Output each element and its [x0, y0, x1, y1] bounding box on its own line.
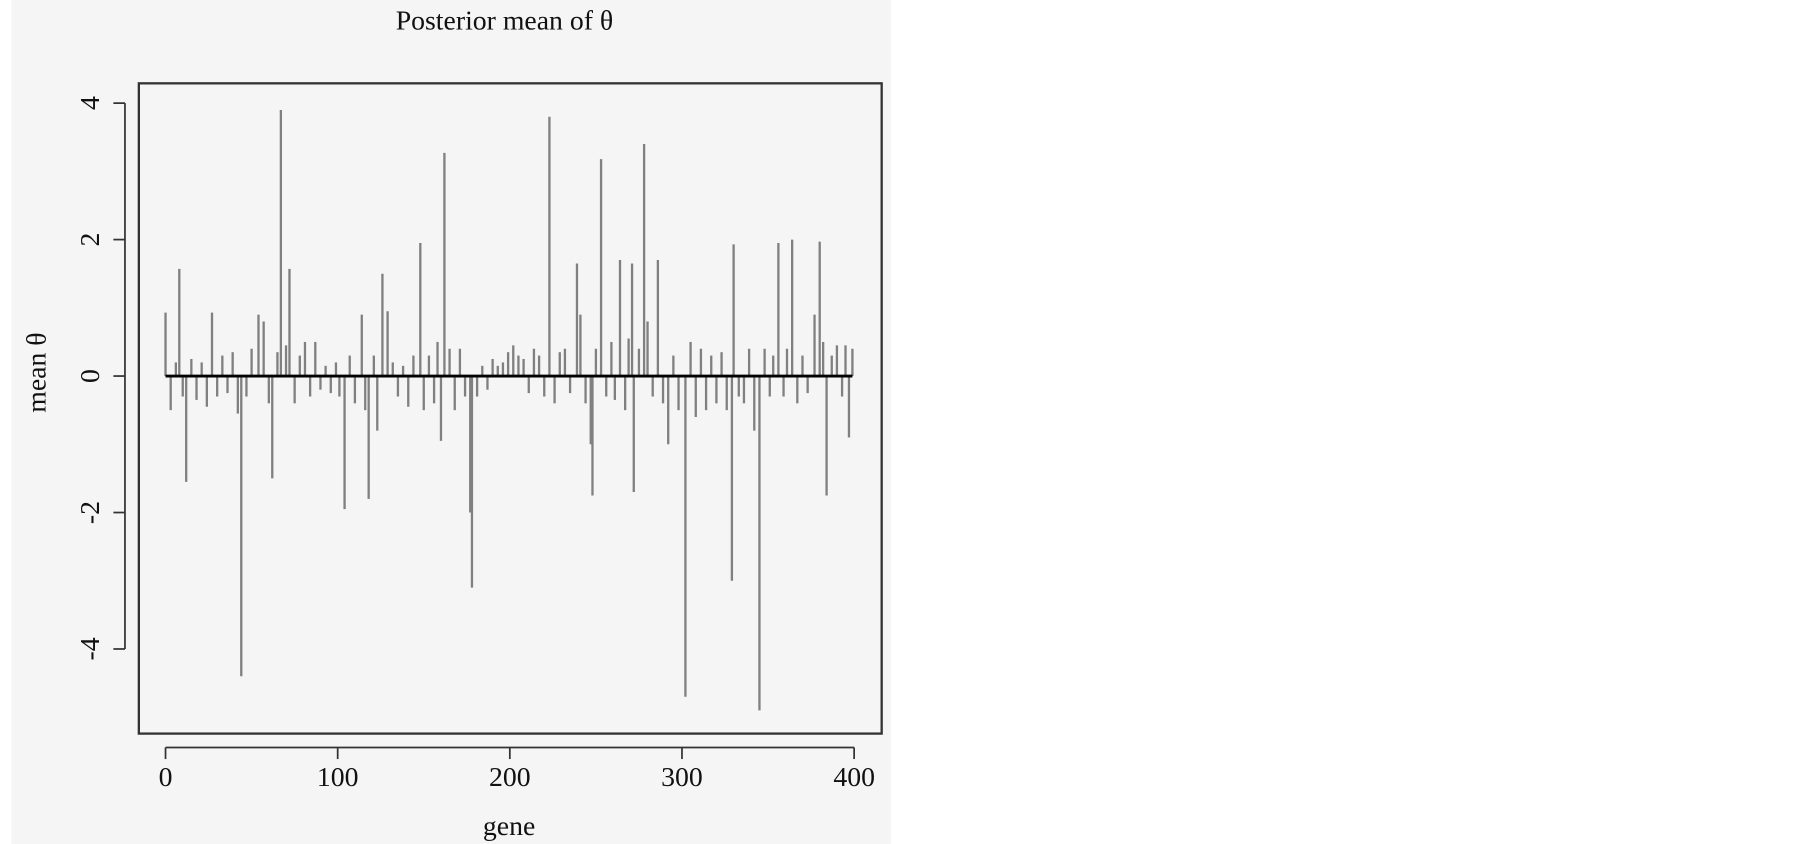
x-axis-label: gene	[483, 811, 535, 842]
y-tick-label: -2	[75, 501, 106, 524]
y-tick-label: 2	[75, 233, 106, 247]
panel-background	[11, 0, 891, 844]
chart-title: Posterior mean of θ	[396, 6, 614, 37]
y-tick-label: 0	[75, 369, 106, 383]
plot-frame	[137, 82, 883, 735]
y-axis-label: mean θ	[22, 332, 53, 412]
x-tick-label: 200	[489, 762, 531, 793]
x-tick-label: 300	[661, 762, 703, 793]
x-tick-label: 0	[159, 762, 173, 793]
x-tick-label: 400	[833, 762, 875, 793]
y-tick-label: -4	[75, 637, 106, 660]
y-tick-label: 4	[75, 96, 106, 110]
x-tick-label: 100	[317, 762, 359, 793]
